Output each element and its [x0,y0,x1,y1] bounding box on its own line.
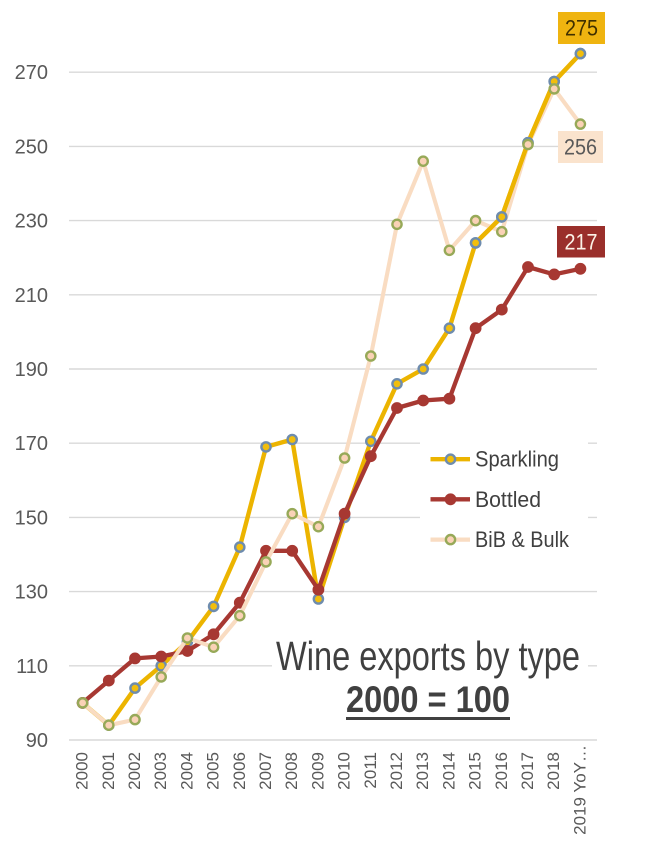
svg-text:2013: 2013 [413,752,432,790]
svg-text:2004: 2004 [177,752,196,790]
svg-text:2006: 2006 [230,752,249,790]
svg-text:2016: 2016 [492,752,511,790]
svg-text:230: 230 [15,211,48,233]
svg-text:170: 170 [15,433,48,455]
svg-text:Bottled: Bottled [475,487,541,512]
svg-text:2008: 2008 [282,752,301,790]
svg-text:2010: 2010 [335,752,354,790]
svg-text:2018: 2018 [544,752,563,790]
svg-text:2000 = 100: 2000 = 100 [346,679,510,720]
svg-text:Wine exports by type: Wine exports by type [276,633,580,679]
svg-text:2015: 2015 [466,752,485,790]
svg-text:256: 256 [564,135,597,160]
svg-text:90: 90 [26,730,48,752]
svg-text:2017: 2017 [518,752,537,790]
svg-text:2002: 2002 [125,752,144,790]
svg-text:250: 250 [15,136,48,158]
svg-text:2007: 2007 [256,752,275,790]
svg-text:2005: 2005 [204,752,223,790]
svg-text:BiB & Bulk: BiB & Bulk [475,527,570,552]
svg-text:270: 270 [15,62,48,84]
svg-text:2009: 2009 [308,752,327,790]
svg-text:2001: 2001 [99,752,118,790]
svg-text:2019 YoY…: 2019 YoY… [570,745,589,835]
svg-text:217: 217 [565,230,598,255]
svg-text:110: 110 [16,656,48,678]
svg-text:2003: 2003 [151,752,170,790]
svg-text:2014: 2014 [439,752,458,790]
svg-text:210: 210 [15,285,48,307]
svg-text:2000: 2000 [73,752,92,790]
svg-text:2011: 2011 [361,752,380,789]
svg-text:275: 275 [565,16,598,41]
svg-text:Sparkling: Sparkling [475,447,559,472]
svg-text:130: 130 [15,582,48,604]
svg-text:190: 190 [15,359,48,381]
svg-text:2012: 2012 [387,752,406,790]
svg-text:150: 150 [15,507,48,529]
